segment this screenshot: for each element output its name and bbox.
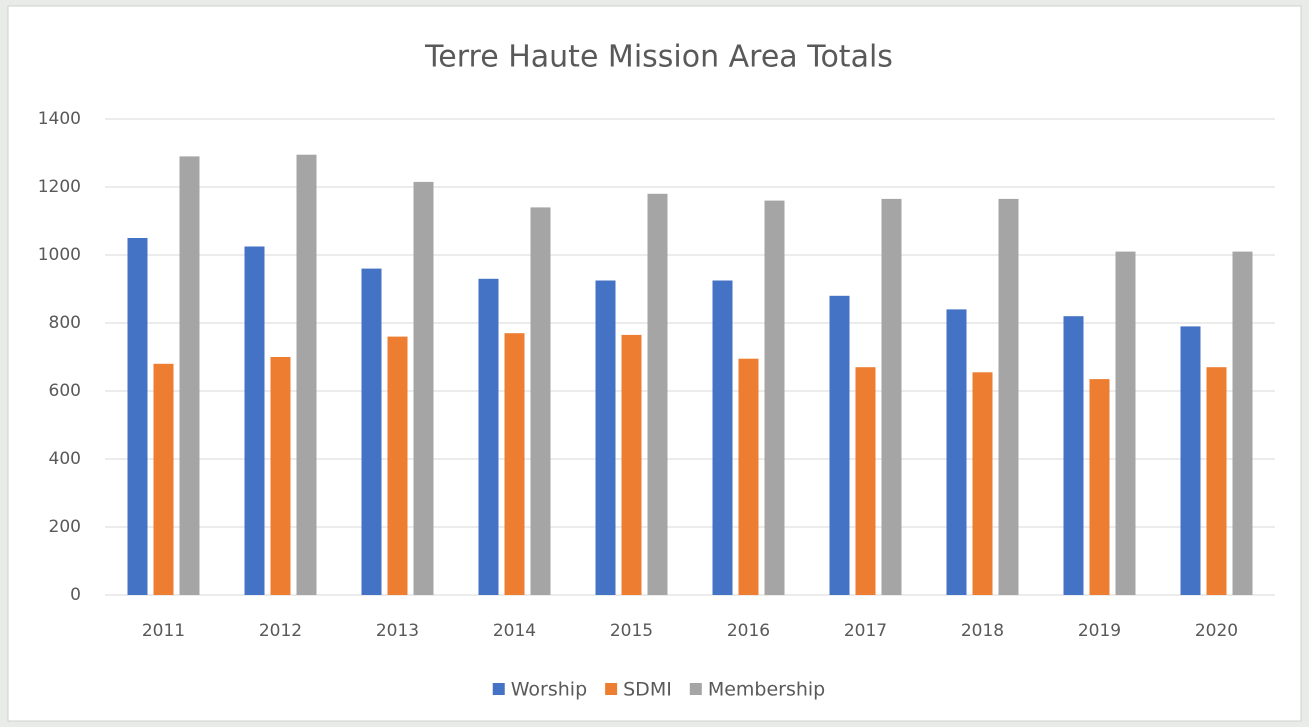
bar xyxy=(478,278,499,595)
y-tick-label: 200 xyxy=(49,517,81,537)
bar xyxy=(153,363,174,595)
bar xyxy=(1232,251,1253,595)
bar xyxy=(595,280,616,595)
x-tick-label: 2017 xyxy=(844,621,887,641)
legend-label: SDMI xyxy=(623,679,672,701)
bar xyxy=(361,268,382,595)
bar xyxy=(1089,379,1110,595)
bar xyxy=(738,358,759,595)
legend-swatch xyxy=(689,683,702,695)
y-tick-label: 0 xyxy=(70,585,81,605)
bar xyxy=(1206,367,1227,595)
x-tick-label: 2018 xyxy=(961,621,1004,641)
y-tick-label: 1000 xyxy=(38,245,81,265)
bar xyxy=(387,336,408,595)
bar xyxy=(244,246,265,595)
legend-swatch xyxy=(605,683,618,695)
chart-title: Terre Haute Mission Area Totals xyxy=(424,40,893,75)
y-tick-label: 600 xyxy=(49,381,81,401)
bar xyxy=(1180,326,1201,595)
x-tick-label: 2019 xyxy=(1078,621,1121,641)
x-tick-label: 2020 xyxy=(1195,621,1238,641)
bar xyxy=(998,198,1019,595)
legend-label: Membership xyxy=(708,679,825,701)
legend-swatch xyxy=(492,683,505,695)
x-tick-label: 2012 xyxy=(259,621,302,641)
bar xyxy=(179,156,200,595)
x-tick-label: 2011 xyxy=(142,621,185,641)
bar xyxy=(712,280,733,595)
y-tick-label: 1400 xyxy=(38,109,81,129)
y-tick-label: 800 xyxy=(49,313,81,333)
bar xyxy=(946,309,967,595)
bar xyxy=(621,334,642,595)
y-tick-label: 400 xyxy=(49,449,81,469)
bar xyxy=(1115,251,1136,595)
bar xyxy=(647,193,668,596)
bar xyxy=(829,295,850,595)
bar xyxy=(296,154,317,595)
x-tick-label: 2015 xyxy=(610,621,653,641)
legend-label: Worship xyxy=(511,679,587,701)
bar xyxy=(881,198,902,595)
x-tick-label: 2014 xyxy=(493,621,536,641)
bar xyxy=(530,207,551,595)
x-tick-label: 2016 xyxy=(727,621,770,641)
bar xyxy=(127,238,148,595)
bar xyxy=(1063,316,1084,595)
bar xyxy=(413,181,434,595)
y-tick-label: 1200 xyxy=(38,177,81,197)
bar xyxy=(855,367,876,595)
bar xyxy=(270,357,291,595)
x-tick-label: 2013 xyxy=(376,621,419,641)
bar xyxy=(504,333,525,595)
bar xyxy=(764,200,785,595)
bar xyxy=(972,372,993,595)
